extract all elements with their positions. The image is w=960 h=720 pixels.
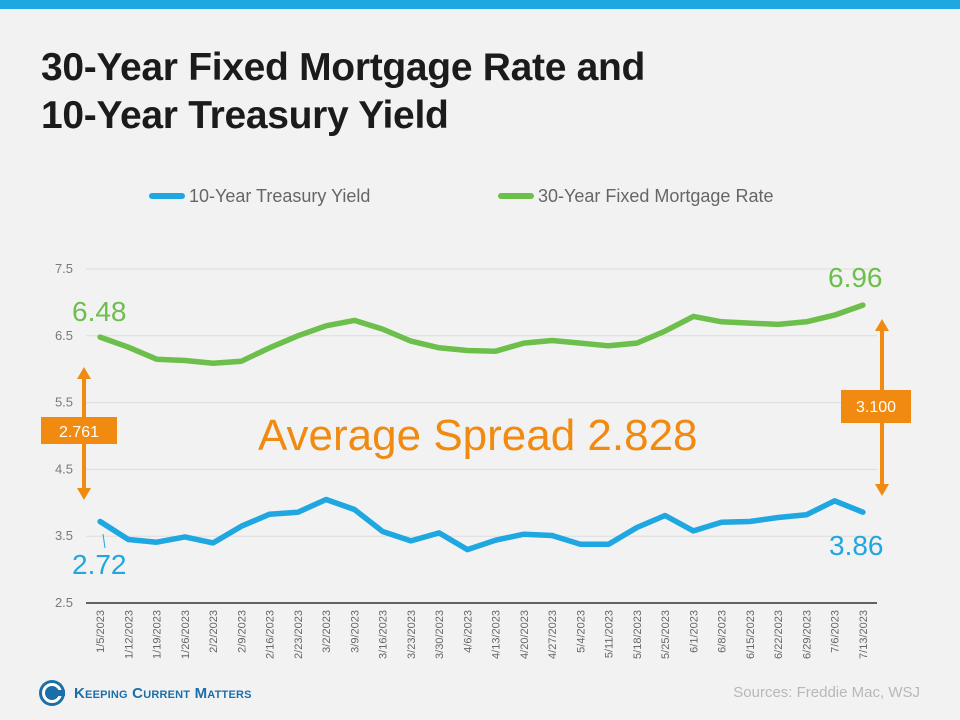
x-tick-label: 2/9/2023 — [236, 610, 248, 653]
x-tick-label: 1/12/2023 — [123, 610, 135, 659]
treasury-start-label: 2.72 — [72, 549, 127, 580]
x-tick-label: 4/6/2023 — [462, 610, 474, 653]
start-spread-box — [41, 417, 117, 444]
series-line-treasury — [97, 496, 866, 553]
x-tick-label: 1/19/2023 — [152, 610, 164, 659]
y-tick-label: 5.5 — [55, 395, 73, 410]
treasury-start-leader — [102, 533, 106, 549]
x-tick-label: 6/8/2023 — [717, 610, 729, 653]
x-tick-label: 6/1/2023 — [688, 610, 700, 653]
x-tick-label: 2/23/2023 — [293, 610, 305, 659]
x-tick-label: 3/23/2023 — [406, 610, 418, 659]
series-line-mortgage — [97, 302, 866, 366]
x-tick-label: 6/15/2023 — [745, 610, 757, 659]
legend-label-mortgage: 30-Year Fixed Mortgage Rate — [538, 186, 773, 206]
x-tick-label: 4/13/2023 — [491, 610, 503, 659]
y-tick-label: 6.5 — [55, 328, 73, 343]
x-tick-label: 7/6/2023 — [830, 610, 842, 653]
x-tick-label: 1/5/2023 — [95, 610, 107, 653]
end-spread-arrow-head-up — [875, 319, 889, 331]
x-tick-label: 2/16/2023 — [265, 610, 277, 659]
treasury-end-label: 3.86 — [829, 530, 884, 561]
x-tick-label: 5/18/2023 — [632, 610, 644, 659]
y-tick-label: 4.5 — [55, 461, 73, 476]
y-tick-label: 3.5 — [55, 528, 73, 543]
x-tick-label: 3/9/2023 — [349, 610, 361, 653]
kcm-logo-icon — [39, 680, 65, 706]
line-chart: 2.5 3.5 4.5 5.5 6.5 7.5 1/5/2023 1/12/2023 1/19/… — [41, 186, 911, 659]
x-tick-label: 6/22/2023 — [773, 610, 785, 659]
source-note: Sources: Freddie Mac, WSJ — [733, 684, 920, 701]
y-tick-label: 2.5 — [55, 595, 73, 610]
chart-title-line-1: 30-Year Fixed Mortgage Rate and — [41, 46, 646, 89]
start-spread-arrow-head-up — [77, 367, 91, 379]
x-tick-label: 4/27/2023 — [547, 610, 559, 659]
x-tick-label: 7/13/2023 — [858, 610, 870, 659]
y-tick-label: 7.5 — [55, 261, 73, 276]
x-tick-label: 3/2/2023 — [321, 610, 333, 653]
x-tick-label: 4/20/2023 — [519, 610, 531, 659]
accent-top-bar — [0, 0, 960, 9]
start-spread-arrow-head-down — [77, 488, 91, 500]
legend-label-treasury: 10-Year Treasury Yield — [189, 186, 370, 206]
x-tick-label: 5/25/2023 — [660, 610, 672, 659]
x-tick-label: 2/2/2023 — [208, 610, 220, 653]
end-spread-arrow-head-down — [875, 484, 889, 496]
x-tick-label: 6/29/2023 — [801, 610, 813, 659]
brand-name: Keeping Current Matters — [74, 684, 252, 702]
end-spread-value: 3.100 — [856, 399, 896, 416]
x-tick-label: 5/11/2023 — [604, 610, 616, 658]
x-tick-label: 3/16/2023 — [378, 610, 390, 659]
brand-logo: Keeping Current Matters — [38, 679, 252, 707]
chart-title: 30-Year Fixed Mortgage Rate and 10-Year … — [41, 44, 645, 140]
chart-title-line-2: 10-Year Treasury Yield — [41, 94, 449, 137]
average-spread-label: Average Spread 2.828 — [258, 411, 698, 460]
mortgage-end-label: 6.96 — [828, 262, 883, 293]
x-tick-label: 5/4/2023 — [575, 610, 587, 653]
end-spread-box — [841, 390, 911, 423]
mortgage-start-label: 6.48 — [72, 296, 127, 327]
x-tick-label: 1/26/2023 — [180, 610, 192, 659]
start-spread-value: 2.761 — [59, 424, 99, 441]
x-tick-label: 3/30/2023 — [434, 610, 446, 659]
